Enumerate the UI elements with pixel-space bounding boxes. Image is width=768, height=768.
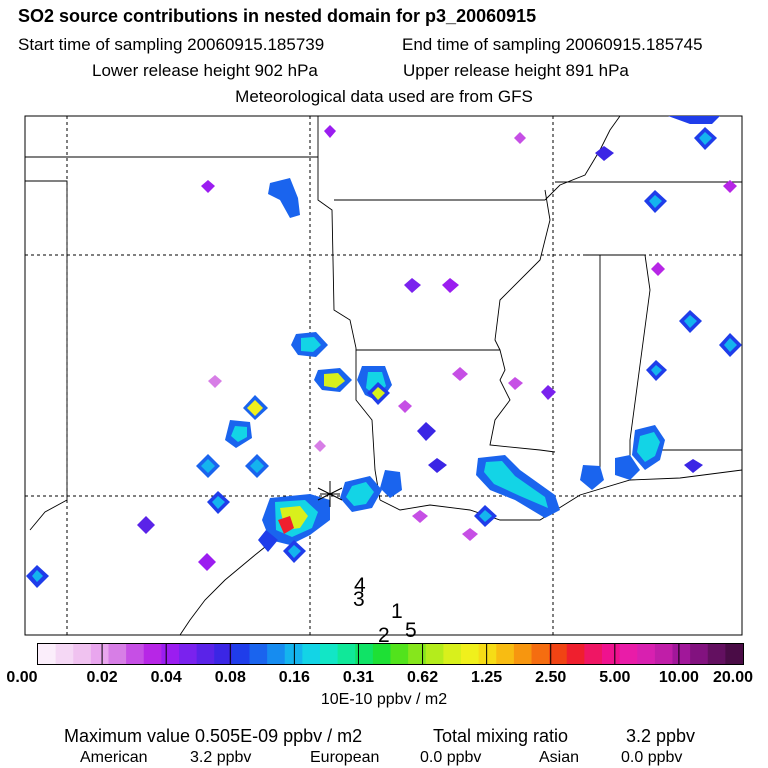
colorbar-tick-label: 0.16: [278, 669, 310, 686]
european-value: 0.0 ppbv: [420, 749, 482, 766]
colorbar-swatch: [231, 644, 251, 664]
source-label-2: 2: [378, 624, 390, 647]
release-site-marker: [317, 481, 343, 507]
colorbar-swatch: [654, 644, 674, 664]
colorbar-swatch: [531, 644, 550, 664]
colorbar-tick-label: 0.00: [6, 669, 38, 686]
american-value: 3.2 ppbv: [190, 749, 252, 766]
colorbar-tick-label: 10.00: [658, 669, 699, 686]
colorbar-tick-label: 2.50: [535, 669, 567, 686]
asian-value: 0.0 ppbv: [621, 749, 683, 766]
colorbar-swatch: [549, 644, 568, 664]
colorbar-swatch: [707, 644, 726, 664]
total-mixing-value: 3.2 ppbv: [626, 726, 696, 746]
source-label-5: 5: [405, 619, 417, 642]
colorbar-swatch: [390, 644, 409, 664]
state-borders: [25, 115, 743, 636]
plume-contours: [26, 116, 742, 588]
end-time-label: End time of sampling 20060915.185745: [402, 35, 703, 54]
colorbar-tick-label: 0.04: [150, 669, 182, 686]
colorbar-swatch: [443, 644, 462, 664]
upper-release-label: Upper release height 891 hPa: [403, 61, 629, 80]
colorbar-tick-label: 0.08: [214, 669, 246, 686]
colorbar-swatch: [619, 644, 638, 664]
colorbar-swatch: [461, 644, 480, 664]
colorbar-swatch: [672, 644, 691, 664]
colorbar-swatch: [143, 644, 162, 664]
colorbar-swatch: [602, 644, 621, 664]
colorbar-swatch: [355, 644, 374, 664]
source-label-1: 1: [391, 600, 403, 623]
met-data-label: Meteorological data used are from GFS: [235, 87, 533, 106]
colorbar-swatch: [566, 644, 585, 664]
american-label: American: [80, 749, 148, 766]
max-value-label: Maximum value 0.505E-09 ppbv / m2: [64, 726, 363, 746]
colorbar-swatches: [38, 644, 743, 664]
colorbar-swatch: [372, 644, 392, 664]
colorbar-swatch: [55, 644, 74, 664]
colorbar-swatch: [73, 644, 92, 664]
colorbar-swatch: [161, 644, 180, 664]
colorbar: [37, 643, 744, 665]
colorbar-swatch: [690, 644, 709, 664]
colorbar-tick-label: 5.00: [599, 669, 631, 686]
european-label: European: [310, 749, 380, 766]
colorbar-swatch: [408, 644, 427, 664]
colorbar-swatch: [267, 644, 286, 664]
colorbar-swatch: [214, 644, 233, 664]
colorbar-swatch: [337, 644, 356, 664]
colorbar-swatch: [725, 644, 743, 664]
colorbar-swatch: [584, 644, 603, 664]
colorbar-swatch: [108, 644, 127, 664]
colorbar-swatch: [38, 644, 57, 664]
colorbar-swatch: [637, 644, 656, 664]
colorbar-swatch: [513, 644, 533, 664]
colorbar-swatch: [179, 644, 198, 664]
source-label-4: 4: [354, 574, 366, 597]
colorbar-swatch: [320, 644, 339, 664]
source-labels: 4 3 1 2 5: [353, 574, 417, 647]
colorbar-swatch: [302, 644, 321, 664]
colorbar-swatch: [496, 644, 515, 664]
lower-release-label: Lower release height 902 hPa: [92, 61, 318, 80]
start-time-label: Start time of sampling 20060915.185739: [18, 35, 325, 54]
asian-label: Asian: [539, 749, 580, 766]
colorbar-units: 10E-10 ppbv / m2: [320, 691, 448, 708]
colorbar-tick-label: 0.62: [406, 669, 439, 686]
colorbar-swatch: [90, 644, 110, 664]
colorbar-tick-label: 0.31: [342, 669, 375, 686]
colorbar-tick-label: 0.02: [86, 669, 118, 686]
colorbar-swatch: [425, 644, 444, 664]
colorbar-swatch: [126, 644, 145, 664]
plot-title: SO2 source contributions in nested domai…: [18, 6, 537, 26]
total-mixing-label: Total mixing ratio: [433, 726, 569, 746]
colorbar-swatch: [196, 644, 215, 664]
colorbar-tick-label: 1.25: [471, 669, 503, 686]
colorbar-tick-label: 20.00: [712, 669, 754, 686]
source-label-3: 3: [353, 588, 365, 611]
colorbar-swatch: [478, 644, 497, 664]
colorbar-swatch: [249, 644, 268, 664]
